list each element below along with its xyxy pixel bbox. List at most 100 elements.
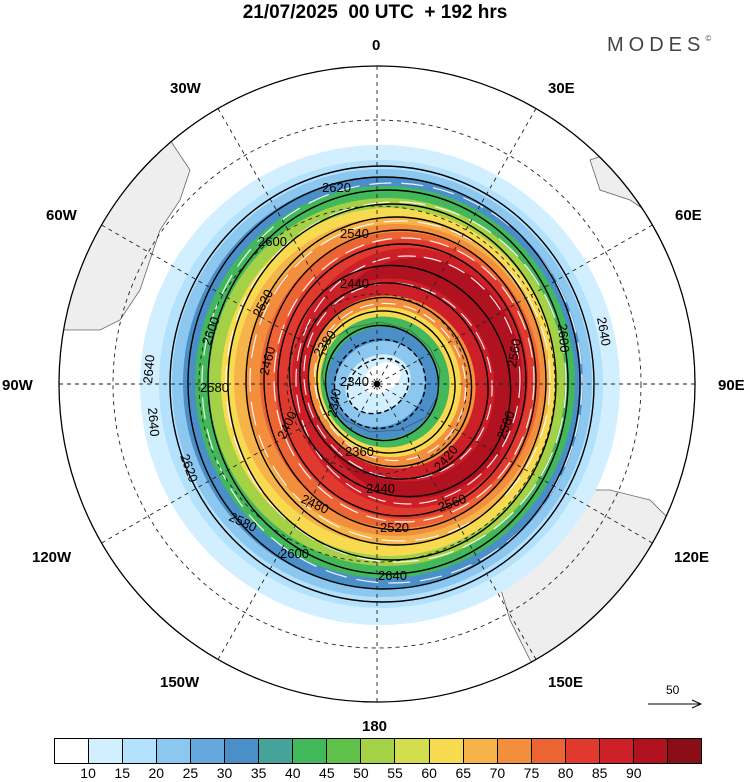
map-title: 21/07/2025 00 UTC + 192 hrs [242,2,508,23]
meridian-60e-120w [101,224,653,544]
contour-label: 2460 [256,345,278,377]
colorbar-cell [327,739,362,763]
colorbar-tick-label: 35 [250,765,267,781]
colorbar-tick-label: 10 [80,765,96,781]
contour-label: 2440 [366,481,395,496]
brand-name: MODES [607,34,706,56]
meridian-30w-150e [217,108,537,660]
meridian-30e-150w [217,108,537,660]
contour-label: 2580 [200,380,229,395]
lon-label-120w: 120W [32,549,72,566]
colorbar-cell [599,739,634,763]
contour-2560 [245,216,547,546]
height-contours [169,165,595,603]
lon-label-60w: 60W [46,207,78,224]
colorbar-tick-label: 85 [591,765,608,781]
streamline [225,201,567,563]
colorbar-tick-label: 55 [387,765,403,781]
colorbar-cell [565,739,600,763]
colorbar-tick-label: 80 [557,765,574,781]
colorbar-tick-label: 75 [523,765,540,781]
lon-label-120e: 120E [674,549,709,566]
colorbar-cell [225,739,260,763]
contour-label: 2540 [340,226,369,241]
graticule [59,66,695,702]
contour-2580 [227,203,557,561]
contour-label: 2360 [345,444,374,459]
contour-label: 2640 [594,316,614,347]
contour-2440 [299,282,489,480]
contour-2520 [277,243,527,517]
colorbar-cell [55,739,90,763]
colorbar-cell [293,739,328,763]
colorbar-cell [497,739,532,763]
contour-label: 2600 [555,323,572,353]
contour-2600 [207,189,569,575]
lon-label-60e: 60E [675,207,702,224]
colorbar-cell [429,739,464,763]
colorbar-cell [531,739,566,763]
contour-2420 [307,296,473,468]
colorbar-ticks: 10 15 20 25 30 35 40 45 50 55 60 65 70 75 80 85 90 [54,765,702,782]
streamline [303,282,493,480]
streamlines [201,182,583,584]
colorbar-cell [89,739,124,763]
contour-label: 2340 [324,387,344,418]
contour-label: 2600 [280,546,309,561]
contour-2340 [346,357,410,415]
wind-speed-field [140,145,620,625]
contour-2640 [169,165,595,603]
contour-label: 2340 [340,374,369,389]
streamline [249,220,551,542]
colorbar-cell [259,739,294,763]
colorbar-tick-label: 25 [182,765,199,781]
streamline [295,255,521,505]
reference-vector: 50 [648,684,703,709]
arrow-head-icon [691,699,703,709]
longitude-labels: 0 30E 60E 90E 120E 150E 180 150W 120W 90… [2,37,745,735]
south-pole-dot [374,381,380,387]
lon-label-90w: 90W [2,377,34,394]
lon-label-180: 180 [362,718,387,735]
contour-label: 2620 [322,180,351,195]
colorbar-tick-label: 65 [455,765,472,781]
meridian-60w-120e [101,224,653,544]
lon-label-30e: 30E [548,80,575,97]
colorbar-tick-label: 45 [319,765,335,781]
latitude-circle [112,119,642,649]
contour-2380 [324,324,440,442]
brand-mark: © [705,34,712,43]
band-core-white [363,362,401,394]
lon-label-150w: 150W [160,674,200,691]
contour-label: 2640 [378,568,407,583]
colorbar-cell [463,739,498,763]
colorbar-tick-label: 15 [114,765,130,781]
lon-label-30w: 30W [170,80,202,97]
contour-label: 2560 [504,337,524,368]
streamline [313,302,467,462]
streamline [273,237,535,523]
colorbar-cell [157,739,192,763]
contour-2620 [187,176,581,590]
colorbar-cell [123,739,158,763]
colorbar-tick-label: 20 [148,765,165,781]
colorbar [54,738,702,764]
antarctica-coastline [321,321,441,433]
contour-label: 2520 [380,520,409,535]
colorbar-tick-label: 60 [421,765,437,781]
colorbar-cell [361,739,396,763]
lon-label-0: 0 [372,37,380,54]
contour-2540 [263,229,537,531]
contour-2360 [333,338,427,430]
contour-label: 2640 [145,407,162,437]
map-boundary [58,65,696,703]
contour-label: 2640 [140,354,157,384]
lon-label-90e: 90E [718,377,745,394]
colorbar-tick-label: 90 [625,765,642,781]
colorbar-cell [633,739,668,763]
streamline [201,182,583,584]
reference-vector-label: 50 [666,684,680,697]
colorbar-tick-label: 50 [353,765,369,781]
